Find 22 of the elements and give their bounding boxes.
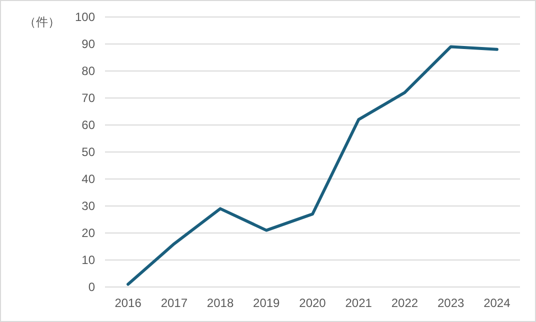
y-tick-label: 100: [74, 10, 96, 24]
y-tick-label: 80: [82, 64, 96, 78]
x-tick-label: 2019: [253, 296, 280, 310]
x-tick-label: 2021: [345, 296, 372, 310]
line-series: [126, 45, 498, 286]
y-tick-label: 60: [82, 118, 96, 132]
y-tick-label: 40: [82, 172, 96, 186]
y-tick-label: 20: [82, 226, 96, 240]
y-tick-label: 30: [82, 199, 96, 214]
y-tick-label: 90: [82, 37, 96, 52]
x-tick-label: 2022: [391, 296, 418, 310]
x-tick-label: 2018: [206, 296, 234, 310]
y-axis-title: （件）: [24, 15, 60, 29]
x-tick-label: 2024: [484, 296, 511, 310]
y-tick-label: 0: [88, 280, 96, 294]
y-tick-label: 10: [82, 253, 96, 268]
x-tick-label: 2020: [299, 296, 326, 310]
y-tick-label: 70: [82, 91, 96, 106]
x-tick-label: 2023: [437, 296, 465, 310]
x-tick-label: 2017: [160, 296, 188, 310]
x-tick-label: 2016: [114, 296, 142, 310]
y-tick-label: 50: [82, 145, 96, 160]
